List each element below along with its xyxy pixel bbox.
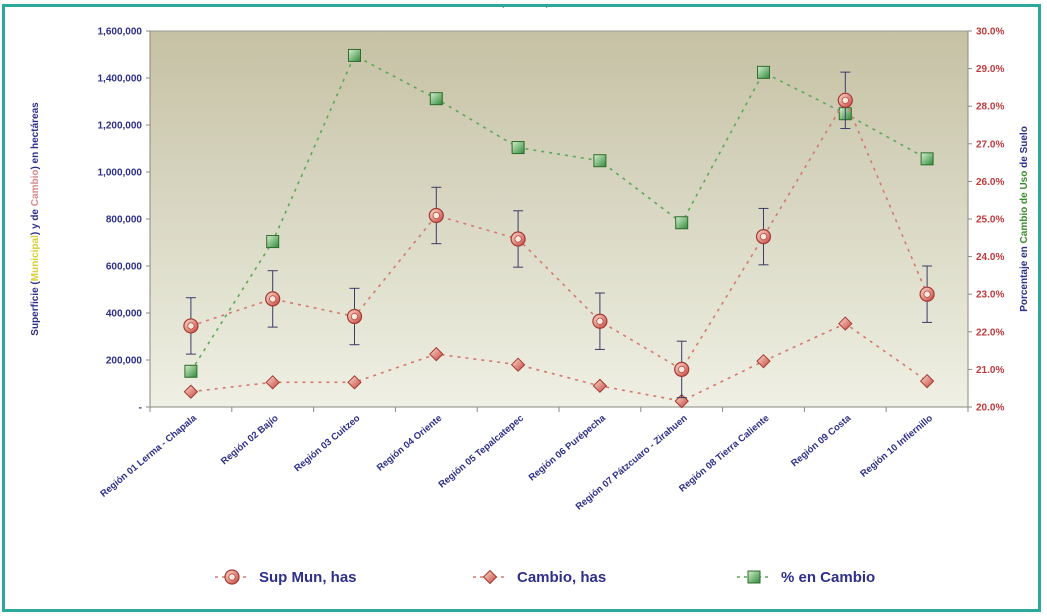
x-axis-ticks (149, 407, 969, 412)
left-tick-label: 600,000 (106, 262, 143, 273)
category-label: Región 05 Tepalcatepec (437, 413, 526, 491)
left-tick-label: 1,000,000 (98, 168, 143, 179)
right-tick-label: 21.0% (976, 365, 1004, 376)
legend-marker-center (228, 573, 236, 581)
category-label: Región 02 Bajío (219, 413, 281, 467)
category-label: Región 09 Costa (789, 412, 854, 469)
data-point-center (759, 233, 768, 241)
axis-title-part: Cambio (30, 170, 41, 207)
chart-frame: (... ... ... ...) - 200,000 400,000 600,000… (2, 4, 1041, 612)
left-tick-label: 800,000 (106, 215, 143, 226)
data-point (919, 373, 935, 389)
data-point (920, 152, 934, 166)
data-point (510, 357, 526, 372)
data-point (184, 364, 198, 378)
data-point-center (841, 96, 849, 104)
legend-marker (747, 570, 761, 584)
chart-canvas: (... ... ... ...) - 200,000 400,000 600,000… (30, 7, 1030, 586)
category-label: Región 08 Tierra Caliente (677, 413, 771, 495)
data-point-center (350, 312, 359, 321)
category-label: Región 04 Oriente (375, 413, 444, 474)
axis-title-part: ) y de (30, 206, 41, 235)
category-labels: Región 01 Lerma - Chapala Región 02 Bajío… (98, 412, 935, 512)
right-tick-label: 22.0% (976, 327, 1004, 338)
category-label: Región 10 Infiernillo (858, 413, 935, 480)
left-tick-label: 200,000 (106, 356, 143, 367)
right-tick-label: 23.0% (976, 290, 1004, 301)
left-axis-title: Superficie (Municipal) y de Cambio) en h… (30, 102, 41, 336)
category-label: Región 01 Lerma - Chapala (98, 412, 199, 499)
legend-label: % en Cambio (781, 569, 875, 586)
data-point-center (596, 317, 604, 325)
right-tick-label: 26.0% (976, 177, 1004, 188)
plot-area (149, 30, 969, 408)
data-point (838, 316, 853, 331)
axis-title-part: ) en hectáreas (30, 102, 41, 170)
left-tick-label: - (139, 403, 142, 414)
data-point (757, 65, 770, 79)
series-circle (183, 71, 935, 399)
right-tick-label: 24.0% (976, 252, 1004, 263)
left-axis-ticks: - 200,000 400,000 600,000 800,000 1,000,000 1,… (98, 27, 150, 414)
top-caption: (... ... ... ...) (501, 7, 549, 9)
legend-item: % en Cambio (737, 569, 875, 586)
right-tick-label: 20.0% (976, 403, 1004, 414)
data-point-center (187, 322, 195, 330)
left-tick-label: 1,200,000 (98, 121, 143, 132)
right-tick-label: 27.0% (976, 139, 1004, 150)
right-axis-ticks: 20.0% 21.0% 22.0% 23.0% 24.0% 25.0% 26.0% 27.0%… (968, 27, 1004, 414)
data-point-center (678, 365, 686, 373)
data-point (756, 353, 771, 369)
series-square (184, 48, 934, 378)
category-label: Región 06 Purépecha (527, 412, 609, 483)
axis-title-part: Porcentaje en (1019, 243, 1030, 311)
legend-marker (482, 569, 498, 585)
left-tick-label: 1,600,000 (98, 27, 143, 38)
axis-title-part: de Suelo (1019, 126, 1030, 170)
legend-label: Sup Mun, has (259, 569, 357, 586)
data-point-center (432, 211, 440, 220)
series-line (190, 54, 928, 372)
left-tick-label: 1,400,000 (98, 74, 143, 85)
data-point (265, 375, 280, 390)
data-point (347, 375, 362, 390)
data-point (675, 216, 689, 230)
right-axis-title: Porcentaje en Cambio de Uso de Suelo (1019, 126, 1030, 312)
data-point-center (269, 295, 277, 303)
data-point (183, 384, 199, 399)
data-point (511, 141, 525, 155)
legend-label: Cambio, has (517, 569, 606, 586)
legend: Sup Mun, has Cambio, has % en Cambio (215, 569, 875, 586)
category-label: Región 03 Cuitzeo (292, 413, 362, 474)
axis-title-part: Cambio de Uso (1019, 171, 1030, 244)
legend-item: Cambio, has (473, 569, 606, 586)
data-point (429, 346, 444, 362)
data-point-center (514, 235, 522, 243)
data-point (348, 48, 361, 62)
right-tick-label: 28.0% (976, 102, 1004, 113)
left-tick-label: 400,000 (106, 309, 143, 320)
series-layer (183, 48, 935, 409)
data-point (592, 378, 608, 394)
data-point (266, 235, 280, 249)
legend-item: Sup Mun, has (215, 569, 357, 586)
right-tick-label: 30.0% (976, 27, 1004, 38)
axis-title-part: Superficie ( (30, 281, 41, 336)
data-point-center (923, 290, 931, 298)
right-tick-label: 29.0% (976, 64, 1004, 75)
axis-title-part: Municipal (30, 235, 41, 281)
series-line (190, 98, 928, 371)
right-tick-label: 25.0% (976, 215, 1004, 226)
data-point (429, 92, 443, 106)
series-diamond (183, 316, 935, 409)
data-point (593, 154, 607, 168)
